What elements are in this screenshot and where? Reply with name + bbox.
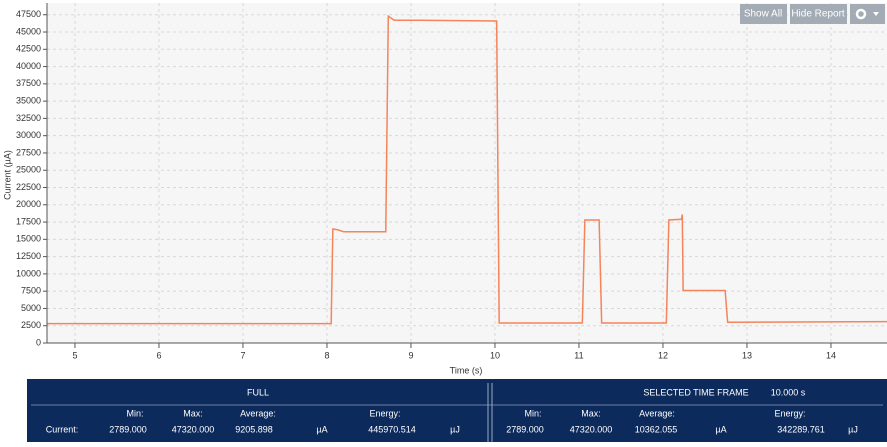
y-tick-label: 32500 — [16, 113, 41, 123]
unit: µA — [316, 424, 327, 434]
header: Min: — [126, 408, 143, 418]
show-all-button[interactable] — [740, 4, 787, 24]
y-tick-label: 25000 — [16, 165, 41, 175]
x-tick-label: 9 — [408, 350, 413, 360]
settings-button[interactable] — [850, 4, 885, 24]
header: Energy: — [774, 408, 805, 418]
y-tick-label: 2500 — [21, 320, 41, 330]
header: Energy: — [369, 408, 400, 418]
value: 2789.000 — [506, 424, 544, 434]
x-tick-label: 14 — [826, 350, 836, 360]
duration: 10.000 s — [771, 387, 806, 397]
y-tick-label: 20000 — [16, 199, 41, 209]
y-tick-label: 45000 — [16, 26, 41, 36]
unit: µJ — [848, 424, 858, 434]
value: 47320.000 — [172, 424, 215, 434]
value: 445970.514 — [368, 424, 416, 434]
value: 10362.055 — [635, 424, 678, 434]
header: Average: — [639, 408, 675, 418]
y-tick-label: 42500 — [16, 44, 41, 54]
y-tick-label: 37500 — [16, 78, 41, 88]
report-title: FULL — [247, 387, 269, 397]
x-tick-label: 8 — [324, 350, 329, 360]
x-tick-label: 6 — [156, 350, 161, 360]
header: Average: — [240, 408, 276, 418]
x-tick-label: 13 — [742, 350, 752, 360]
value: 9205.898 — [235, 424, 273, 434]
x-tick-label: 12 — [658, 350, 668, 360]
y-tick-label: 35000 — [16, 96, 41, 106]
y-tick-label: 7500 — [21, 286, 41, 296]
y-tick-label: 27500 — [16, 147, 41, 157]
unit: µJ — [450, 424, 460, 434]
value: 47320.000 — [570, 424, 613, 434]
gear-icon — [855, 8, 867, 20]
value: 2789.000 — [109, 424, 147, 434]
y-tick-label: 47500 — [16, 9, 41, 19]
header: Max: — [183, 408, 203, 418]
current-line — [47, 14, 887, 325]
y-tick-label: 40000 — [16, 61, 41, 71]
x-tick-label: 5 — [72, 350, 77, 360]
dropdown-arrow — [873, 12, 879, 16]
y-tick-label: 5000 — [21, 303, 41, 313]
x-tick-label: 10 — [490, 350, 500, 360]
hide-report-label[interactable]: Hide Report — [791, 9, 845, 20]
x-tick-label: 11 — [574, 350, 583, 360]
y-axis-label: Current (µA) — [2, 150, 12, 200]
header: Max: — [581, 408, 601, 418]
report-title: SELECTED TIME FRAME — [643, 387, 748, 397]
y-tick-label: 15000 — [16, 234, 41, 244]
y-tick-label: 0 — [36, 337, 41, 347]
show-all-label[interactable]: Show All — [744, 9, 782, 20]
x-axis-label: Time (s) — [450, 365, 483, 375]
hide-report-button[interactable] — [790, 4, 847, 24]
y-tick-label: 10000 — [16, 268, 41, 278]
y-tick-label: 17500 — [16, 216, 41, 226]
y-tick-label: 12500 — [16, 251, 41, 261]
x-tick-label: 7 — [240, 350, 245, 360]
value: 342289.761 — [777, 424, 825, 434]
header: Min: — [524, 408, 541, 418]
y-tick-label: 30000 — [16, 130, 41, 140]
plot-area — [47, 3, 887, 343]
report-panel — [27, 379, 887, 442]
row-label: Current: — [46, 424, 79, 434]
y-tick-label: 22500 — [16, 182, 41, 192]
unit: µA — [715, 424, 726, 434]
